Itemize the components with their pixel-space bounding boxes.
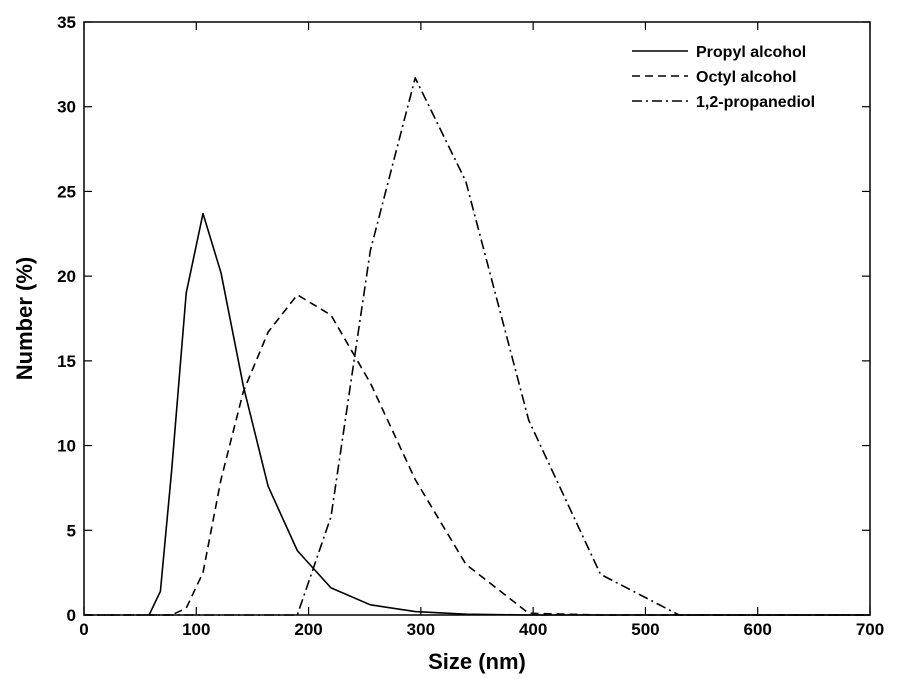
x-tick-label: 600 xyxy=(744,620,772,639)
y-tick-label: 0 xyxy=(67,606,76,625)
y-tick-label: 20 xyxy=(57,267,76,286)
x-tick-label: 0 xyxy=(79,620,88,639)
series-line-2 xyxy=(84,293,870,616)
x-tick-label: 300 xyxy=(407,620,435,639)
x-tick-label: 500 xyxy=(631,620,659,639)
x-tick-label: 400 xyxy=(519,620,547,639)
x-axis-title: Size (nm) xyxy=(428,649,526,674)
y-tick-label: 10 xyxy=(57,437,76,456)
y-tick-label: 30 xyxy=(57,98,76,117)
legend: Propyl alcohol Octyl alcohol 1,2-propanedi… xyxy=(632,44,815,111)
legend-label-2: Octyl alcohol xyxy=(696,69,796,86)
y-tick-label: 35 xyxy=(57,13,76,32)
y-axis-title: Number (%) xyxy=(12,257,37,380)
y-tick-label: 25 xyxy=(57,182,76,201)
legend-label-1: Propyl alcohol xyxy=(696,44,806,61)
plot-frame xyxy=(83,21,871,616)
x-tick-label: 200 xyxy=(294,620,322,639)
legend-label-3: 1,2-propanediol xyxy=(696,94,815,111)
x-tick-label: 700 xyxy=(856,620,884,639)
series-line-3 xyxy=(84,77,870,616)
y-tick-label: 5 xyxy=(67,521,76,540)
x-tick-label: 100 xyxy=(182,620,210,639)
y-tick-label: 15 xyxy=(57,352,76,371)
tick-labels: 0 100 200 300 400 500 600 700 0 5 10 15 20 25 30 35 xyxy=(57,13,884,639)
series-group xyxy=(84,77,870,616)
